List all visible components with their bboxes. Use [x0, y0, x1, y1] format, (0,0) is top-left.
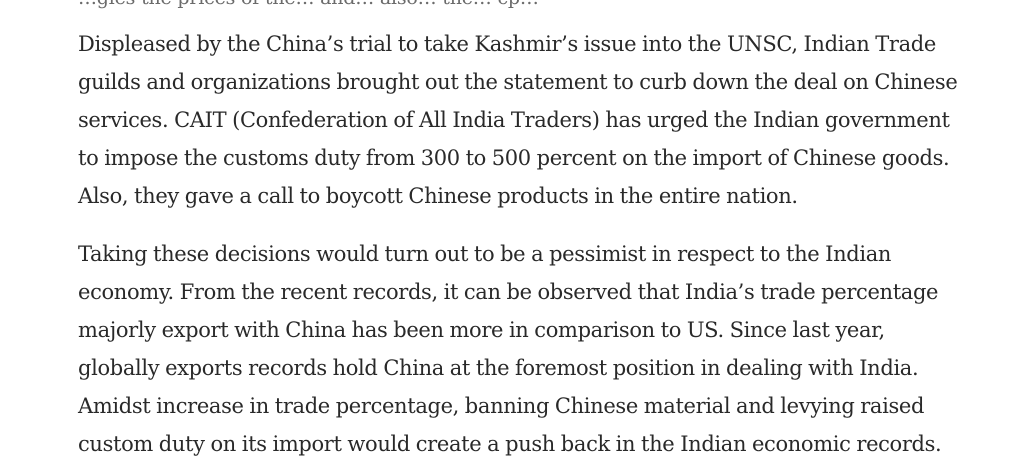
paragraph-line: Displeased by the China’s trial to take …: [78, 32, 936, 56]
paragraph-spacing: [78, 215, 998, 235]
paragraph-line: to impose the customs duty from 300 to 5…: [78, 146, 950, 170]
paragraph-line: guilds and organizations brought out the…: [78, 70, 958, 94]
paragraph-line: majorly export with China has been more …: [78, 318, 885, 342]
paragraph-line: globally exports records hold China at t…: [78, 356, 919, 380]
paragraph-economy: Taking these decisions would turn out to…: [78, 235, 998, 463]
article-body: …gles the prices of the… and… also… the……: [78, 0, 998, 463]
paragraph-line: Also, they gave a call to boycott Chines…: [78, 184, 798, 208]
previous-paragraph-fragment: …gles the prices of the… and… also… the……: [78, 0, 998, 17]
paragraph-line: custom duty on its import would create a…: [78, 432, 942, 456]
paragraph-trade-guilds: Displeased by the China’s trial to take …: [78, 25, 998, 215]
paragraph-line: economy. From the recent records, it can…: [78, 280, 939, 304]
paragraph-line: Amidst increase in trade percentage, ban…: [78, 394, 925, 418]
paragraph-line: Taking these decisions would turn out to…: [78, 242, 892, 266]
paragraph-line: services. CAIT (Confederation of All Ind…: [78, 108, 950, 132]
